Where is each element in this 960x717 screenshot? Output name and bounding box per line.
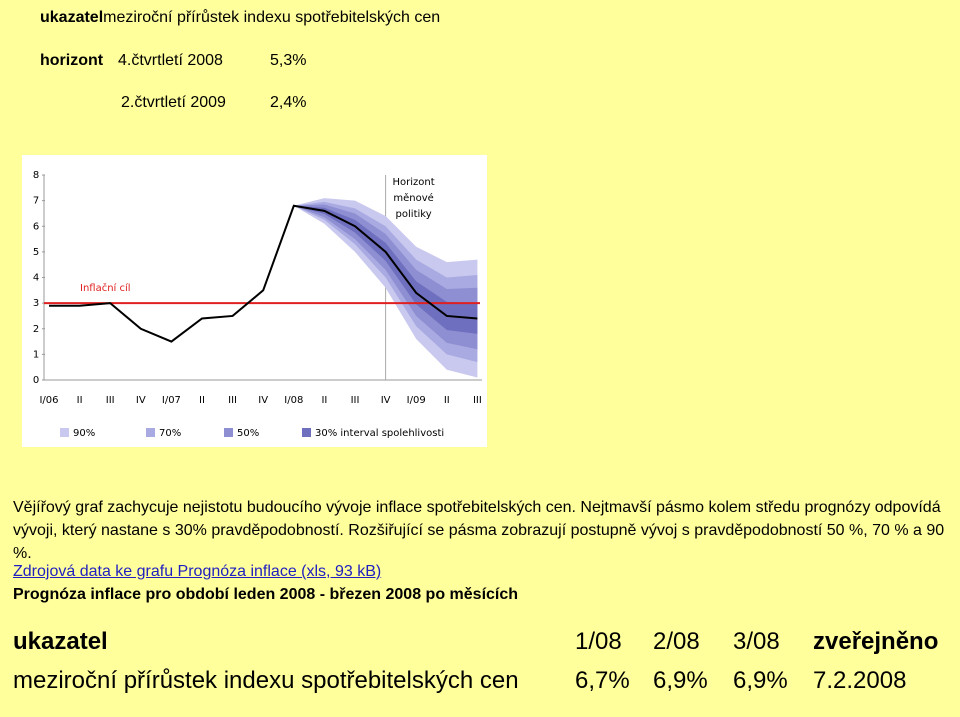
table-header: zveřejněno [813, 628, 939, 655]
period: 2.čtvrtletí 2009 [121, 94, 226, 111]
table-header: 1/08 [575, 628, 622, 655]
table-header: 2/08 [653, 628, 700, 655]
legend-label: 30% interval spolehlivosti [315, 428, 444, 439]
x-tick-label: III [351, 395, 360, 406]
y-tick-label: 2 [33, 324, 39, 335]
x-tick-label: II [77, 395, 83, 406]
x-tick-label: IV [381, 395, 391, 406]
text: meziroční přírůstek indexu spotřebitelsk… [103, 9, 441, 26]
x-tick-label: IV [136, 395, 146, 406]
y-tick-label: 4 [33, 273, 39, 284]
x-tick-label: II [199, 395, 205, 406]
legend-label: 70% [159, 428, 181, 439]
table-header: ukazatel [13, 628, 108, 655]
value: 2,4% [270, 94, 307, 111]
y-tick-label: 8 [33, 170, 39, 181]
target-label: Inflační cíl [80, 282, 131, 294]
y-tick-label: 5 [33, 247, 39, 258]
table-cell: 7.2.2008 [813, 667, 907, 694]
label: horizont [40, 52, 104, 69]
x-tick-label: II [321, 395, 327, 406]
x-tick-label: IV [258, 395, 268, 406]
x-tick-label: III [106, 395, 115, 406]
y-tick-label: 3 [33, 298, 39, 309]
x-tick-label: I/07 [162, 395, 181, 406]
table-cell: 6,9% [733, 667, 788, 694]
x-tick-label: II [444, 395, 450, 406]
x-tick-label: I/06 [39, 395, 58, 406]
horizon-label: Horizont [393, 177, 435, 188]
y-tick-label: 6 [33, 221, 39, 232]
y-tick-label: 7 [33, 196, 39, 207]
description: Vějířový graf zachycuje nejistotu budouc… [13, 499, 945, 562]
legend-swatch [146, 428, 155, 437]
link[interactable]: Zdrojová data ke grafu Prognóza inflace … [13, 563, 382, 580]
x-tick-label: III [473, 395, 482, 406]
table-header: 3/08 [733, 628, 780, 655]
y-tick-label: 1 [33, 349, 39, 360]
header-row: ukazatelmeziroční přírůstek indexu spotř… [40, 7, 480, 28]
legend-swatch [60, 428, 69, 437]
subtitle: Prognóza inflace pro období leden 2008 -… [13, 586, 519, 603]
legend-swatch [302, 428, 311, 437]
fan-band [293, 205, 478, 334]
horizon-label: měnové [393, 192, 433, 204]
x-tick-label: I/08 [284, 395, 303, 406]
y-tick-label: 0 [33, 375, 39, 386]
value: 5,3% [270, 52, 307, 69]
x-tick-label: I/09 [407, 395, 426, 406]
legend-swatch [224, 428, 233, 437]
horizon-label: politiky [396, 209, 432, 220]
legend-label: 50% [237, 428, 259, 439]
legend-label: 90% [73, 428, 95, 439]
table-cell: 6,9% [653, 667, 708, 694]
line [49, 204, 478, 343]
x-tick-label: III [228, 395, 237, 406]
table-cell: 6,7% [575, 667, 630, 694]
table-cell: meziroční přírůstek indexu spotřebitelsk… [13, 667, 519, 694]
label: ukazatel [40, 9, 104, 26]
period: 4.čtvrtletí 2008 [118, 52, 223, 69]
